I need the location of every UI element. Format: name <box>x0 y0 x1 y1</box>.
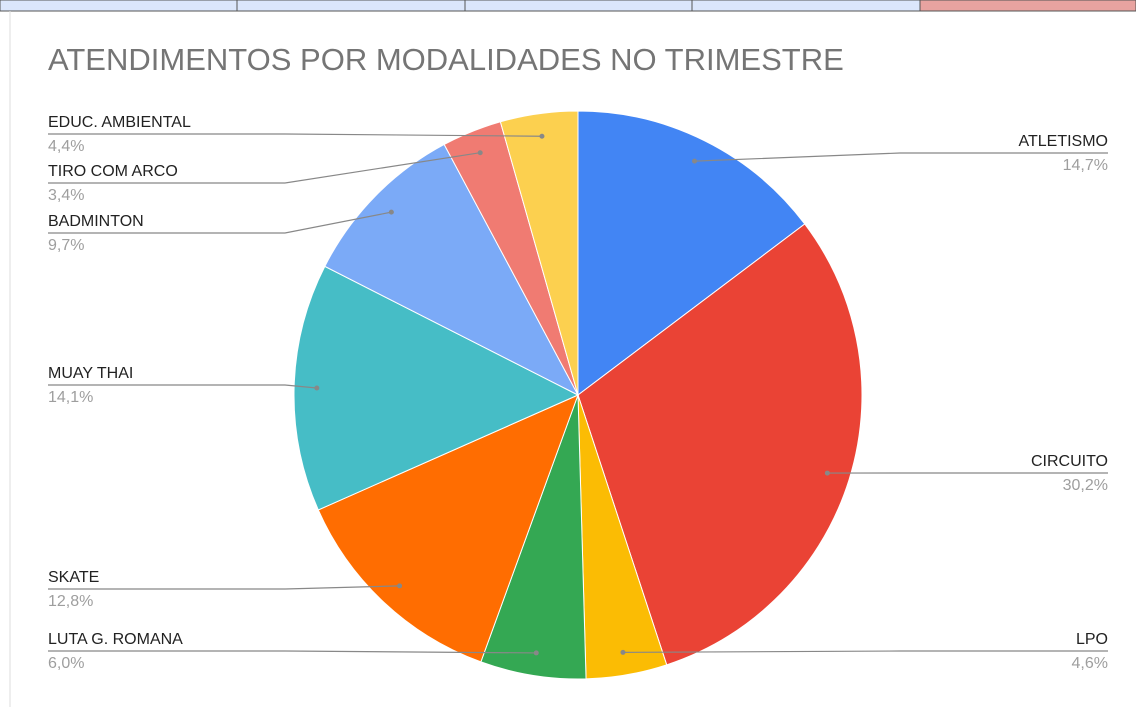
chart-title: ATENDIMENTOS POR MODALIDADES NO TRIMESTR… <box>48 42 844 77</box>
slice-value-label: 3,4% <box>48 187 84 204</box>
leader-dot <box>539 133 545 139</box>
leader-dot <box>620 649 626 655</box>
pie-slice <box>577 110 806 397</box>
slice-label: TIRO COM ARCO <box>48 163 178 180</box>
leader-dot <box>477 150 483 156</box>
leader-line <box>48 152 481 184</box>
pie-slice <box>324 143 580 397</box>
leader-line <box>48 211 392 234</box>
leader-dot <box>824 470 830 476</box>
leader-dot <box>692 158 698 164</box>
slice-label: ATLETISMO <box>1019 133 1109 150</box>
leader-line <box>48 650 537 654</box>
leader-line <box>48 384 317 389</box>
pie-slice <box>317 394 579 663</box>
leader-dot <box>314 385 320 391</box>
slice-label: MUAY THAI <box>48 365 133 382</box>
leader-dot <box>388 209 394 215</box>
slice-value-label: 30,2% <box>1063 477 1108 494</box>
leader-line <box>622 650 1108 653</box>
slice-value-label: 14,7% <box>1063 157 1108 174</box>
slice-value-label: 4,6% <box>1072 655 1108 672</box>
pie-slice <box>577 223 863 666</box>
leader-line <box>48 133 542 137</box>
slice-label: BADMINTON <box>48 213 144 230</box>
leader-dot <box>533 650 539 656</box>
pie-slice <box>499 110 579 396</box>
leader-dot <box>397 583 403 589</box>
slice-label: LPO <box>1076 631 1108 648</box>
slice-label: SKATE <box>48 569 99 586</box>
slice-label: CIRCUITO <box>1031 453 1108 470</box>
pie-slice <box>293 265 580 511</box>
slice-value-label: 9,7% <box>48 237 84 254</box>
slice-label: LUTA G. ROMANA <box>48 631 183 648</box>
slice-value-label: 6,0% <box>48 655 84 672</box>
slice-value-label: 14,1% <box>48 389 93 406</box>
slice-value-label: 4,4% <box>48 138 84 155</box>
slice-value-label: 12,8% <box>48 593 93 610</box>
slice-label: EDUC. AMBIENTAL <box>48 114 191 131</box>
leader-line <box>694 152 1108 162</box>
leader-line <box>48 585 400 590</box>
